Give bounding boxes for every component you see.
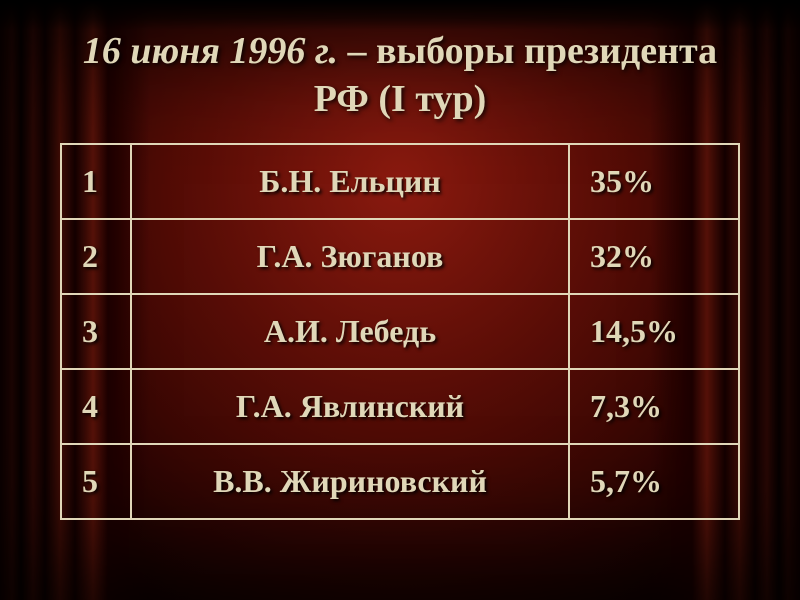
title-date: 16 июня 1996 г. — [83, 30, 338, 72]
percent-cell: 5,7% — [569, 444, 739, 519]
percent-cell: 35% — [569, 144, 739, 219]
candidate-cell: А.И. Лебедь — [131, 294, 569, 369]
candidate-cell: Б.Н. Ельцин — [131, 144, 569, 219]
candidate-cell: Г.А. Явлинский — [131, 369, 569, 444]
table-row: 1 Б.Н. Ельцин 35% — [61, 144, 739, 219]
table-row: 3 А.И. Лебедь 14,5% — [61, 294, 739, 369]
rank-cell: 1 — [61, 144, 131, 219]
rank-cell: 4 — [61, 369, 131, 444]
slide-title: 16 июня 1996 г. – выборы президента РФ (… — [60, 28, 740, 123]
rank-cell: 5 — [61, 444, 131, 519]
table-row: 5 В.В. Жириновский 5,7% — [61, 444, 739, 519]
table-row: 4 Г.А. Явлинский 7,3% — [61, 369, 739, 444]
candidate-cell: Г.А. Зюганов — [131, 219, 569, 294]
rank-cell: 3 — [61, 294, 131, 369]
election-results-table: 1 Б.Н. Ельцин 35% 2 Г.А. Зюганов 32% 3 А… — [60, 143, 740, 520]
slide-background: 16 июня 1996 г. – выборы президента РФ (… — [0, 0, 800, 600]
percent-cell: 32% — [569, 219, 739, 294]
title-separator: – — [338, 30, 376, 72]
slide-content: 16 июня 1996 г. – выборы президента РФ (… — [0, 0, 800, 600]
percent-cell: 14,5% — [569, 294, 739, 369]
rank-cell: 2 — [61, 219, 131, 294]
table-row: 2 Г.А. Зюганов 32% — [61, 219, 739, 294]
percent-cell: 7,3% — [569, 369, 739, 444]
candidate-cell: В.В. Жириновский — [131, 444, 569, 519]
